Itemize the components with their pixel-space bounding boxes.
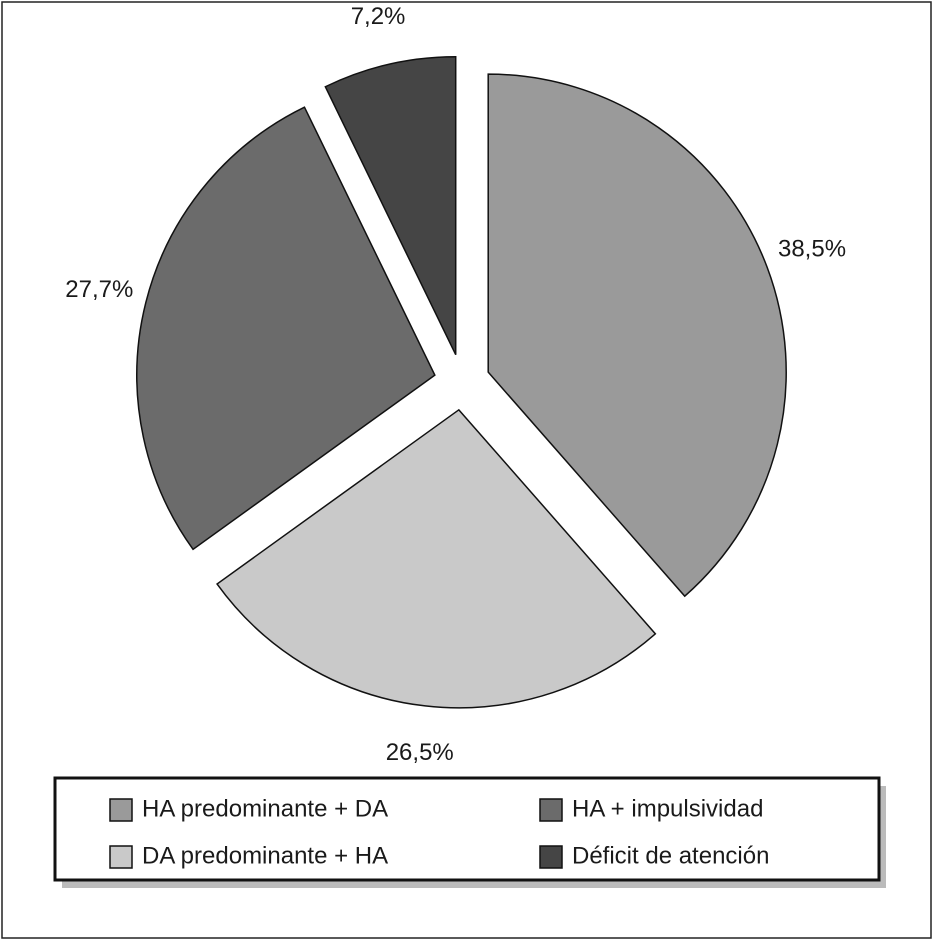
data-label: 38,5% [778,236,846,263]
pie-slice [136,106,436,551]
legend-label: HA predominante + DA [142,795,388,822]
data-label: 26,5% [386,739,454,766]
legend-swatch [109,845,133,869]
pie-slice [324,55,457,356]
legend-label: Déficit de atención [572,842,769,869]
legend-swatch [539,845,563,869]
legend-swatch [539,798,563,822]
legend-label: DA predominante + HA [142,842,388,869]
data-label: 7,2% [351,3,406,30]
legend-label: HA + impulsividad [572,795,763,822]
pie-slice [215,408,657,709]
data-label: 27,7% [65,276,133,303]
legend-box [53,776,881,882]
pie-slice [487,73,787,598]
legend-swatch [109,798,133,822]
